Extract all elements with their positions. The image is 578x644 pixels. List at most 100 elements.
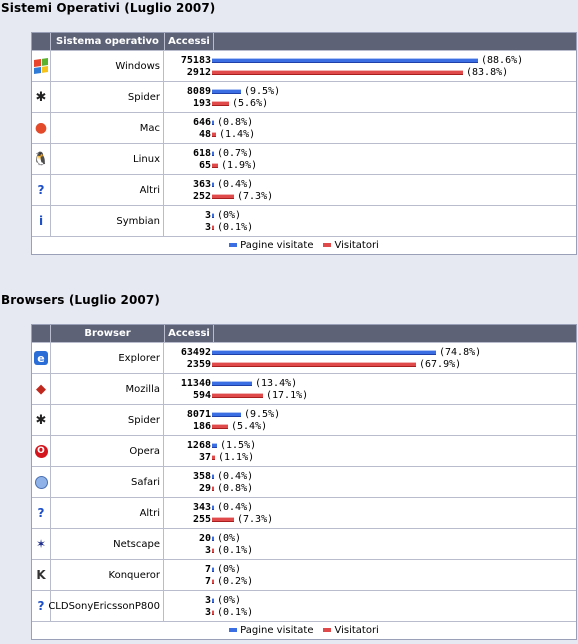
windows-icon xyxy=(32,51,51,81)
table-row: ? Altri 363 (0.4%) 252 (7.3%) xyxy=(32,174,576,205)
opera-icon: O xyxy=(32,436,51,466)
apple-icon: ● xyxy=(32,113,51,143)
table-row: ✱ Spider 8071 (9.5%) 186 (5.4%) xyxy=(32,404,576,435)
header-accessi: Accessi xyxy=(165,325,214,342)
visitors-count: 48 xyxy=(198,128,211,140)
internet-explorer-icon: e xyxy=(32,343,51,373)
netscape-icon: ✶ xyxy=(32,529,51,559)
spider-icon: ✱ xyxy=(32,82,51,112)
legend-visitors-swatch xyxy=(323,243,332,247)
visitors-bar xyxy=(212,162,218,168)
table-row: Safari 358 (0.4%) 29 (0.8%) xyxy=(32,466,576,497)
pages-count: 3 xyxy=(204,594,211,606)
legend-pages-label: Pagine visitate xyxy=(240,625,314,636)
pages-percent: (0.4%) xyxy=(217,470,254,482)
visitors-percent: (1.1%) xyxy=(218,451,255,463)
row-name: Altri xyxy=(51,175,164,205)
visitors-percent: (0.1%) xyxy=(217,544,254,556)
browser-table-header: Browser Accessi xyxy=(32,325,576,342)
legend-visitors-label: Visitatori xyxy=(334,240,379,251)
browser-section-title: Browsers (Luglio 2007) xyxy=(1,293,160,307)
pages-bar xyxy=(212,380,252,386)
row-name: Opera xyxy=(51,436,164,466)
pages-percent: (0.7%) xyxy=(217,147,254,159)
row-name: Mozilla xyxy=(51,374,164,404)
pages-bar xyxy=(212,57,478,63)
legend-pages-label: Pagine visitate xyxy=(240,240,314,251)
row-name: Altri xyxy=(51,498,164,528)
pages-bar xyxy=(212,212,214,218)
pages-bar xyxy=(212,150,214,156)
visitors-bar xyxy=(212,131,216,137)
legend-visitors-label: Visitatori xyxy=(334,625,379,636)
os-table-header: Sistema operativo Accessi xyxy=(32,33,576,50)
visitors-count: 255 xyxy=(192,513,211,525)
pages-bar xyxy=(212,442,217,448)
row-name: Linux xyxy=(51,144,164,174)
pages-count: 646 xyxy=(192,116,211,128)
table-row: 🐧 Linux 618 (0.7%) 65 (1.9%) xyxy=(32,143,576,174)
visitors-count: 186 xyxy=(192,420,211,432)
table-row: ? CLDSonyEricssonP800 3 (0%) 3 (0.1%) xyxy=(32,590,576,621)
pages-count: 363 xyxy=(192,178,211,190)
pages-percent: (0.8%) xyxy=(217,116,254,128)
visitors-count: 3 xyxy=(204,544,211,556)
pages-bar xyxy=(212,597,214,603)
row-name: Windows xyxy=(51,51,164,81)
table-row: i Symbian 3 (0%) 3 (0.1%) xyxy=(32,205,576,236)
visitors-percent: (7.3%) xyxy=(237,190,274,202)
browser-stats-table: Browser Accessi e Explorer 63492 (74.8%) 235… xyxy=(31,324,577,640)
visitors-percent: (83.8%) xyxy=(466,66,509,78)
pages-percent: (0.4%) xyxy=(217,501,254,513)
pages-count: 1268 xyxy=(186,439,211,451)
pages-percent: (0%) xyxy=(217,594,242,606)
pages-bar xyxy=(212,349,436,355)
pages-percent: (74.8%) xyxy=(439,346,482,358)
visitors-bar xyxy=(212,578,214,584)
row-name: Spider xyxy=(51,82,164,112)
pages-count: 358 xyxy=(192,470,211,482)
pages-percent: (0%) xyxy=(217,532,242,544)
pages-percent: (1.5%) xyxy=(220,439,257,451)
legend-pages-swatch xyxy=(229,243,238,247)
pages-bar xyxy=(212,473,214,479)
visitors-bar xyxy=(212,100,229,106)
spider-icon: ✱ xyxy=(32,405,51,435)
browser-rows: e Explorer 63492 (74.8%) 2359 (67.9%) ◆ Mozilla… xyxy=(32,342,576,621)
table-row: Windows 75183 (88.6%) 2912 (83.8%) xyxy=(32,50,576,81)
visitors-count: 7 xyxy=(204,575,211,587)
question-icon: ? xyxy=(32,498,51,528)
pages-count: 618 xyxy=(192,147,211,159)
os-legend: Pagine visitate Visitatori xyxy=(32,236,576,254)
pages-bar xyxy=(212,181,214,187)
row-name: Symbian xyxy=(51,206,164,236)
visitors-bar xyxy=(212,485,214,491)
row-name: Explorer xyxy=(51,343,164,373)
visitors-percent: (0.2%) xyxy=(217,575,254,587)
visitors-count: 65 xyxy=(198,159,211,171)
pages-count: 343 xyxy=(192,501,211,513)
table-row: K Konqueror 7 (0%) 7 (0.2%) xyxy=(32,559,576,590)
visitors-bar xyxy=(212,224,214,230)
konqueror-icon: K xyxy=(32,560,51,590)
pages-count: 7 xyxy=(204,563,211,575)
os-section-title: Sistemi Operativi (Luglio 2007) xyxy=(1,1,216,15)
table-row: ? Altri 343 (0.4%) 255 (7.3%) xyxy=(32,497,576,528)
row-name: Konqueror xyxy=(51,560,164,590)
legend-visitors-swatch xyxy=(323,628,332,632)
mozilla-icon: ◆ xyxy=(32,374,51,404)
visitors-count: 2359 xyxy=(186,358,211,370)
visitors-bar xyxy=(212,361,416,367)
visitors-bar xyxy=(212,516,234,522)
linux-penguin-icon: 🐧 xyxy=(32,144,51,174)
question-icon: ? xyxy=(32,175,51,205)
row-name: Safari xyxy=(51,467,164,497)
row-name: Mac xyxy=(51,113,164,143)
pages-percent: (88.6%) xyxy=(481,54,524,66)
pages-bar xyxy=(212,411,241,417)
visitors-count: 193 xyxy=(192,97,211,109)
header-icon-col xyxy=(32,33,51,50)
visitors-bar xyxy=(212,193,234,199)
visitors-count: 594 xyxy=(192,389,211,401)
os-stats-table: Sistema operativo Accessi Windows 75183 (8… xyxy=(31,32,577,255)
